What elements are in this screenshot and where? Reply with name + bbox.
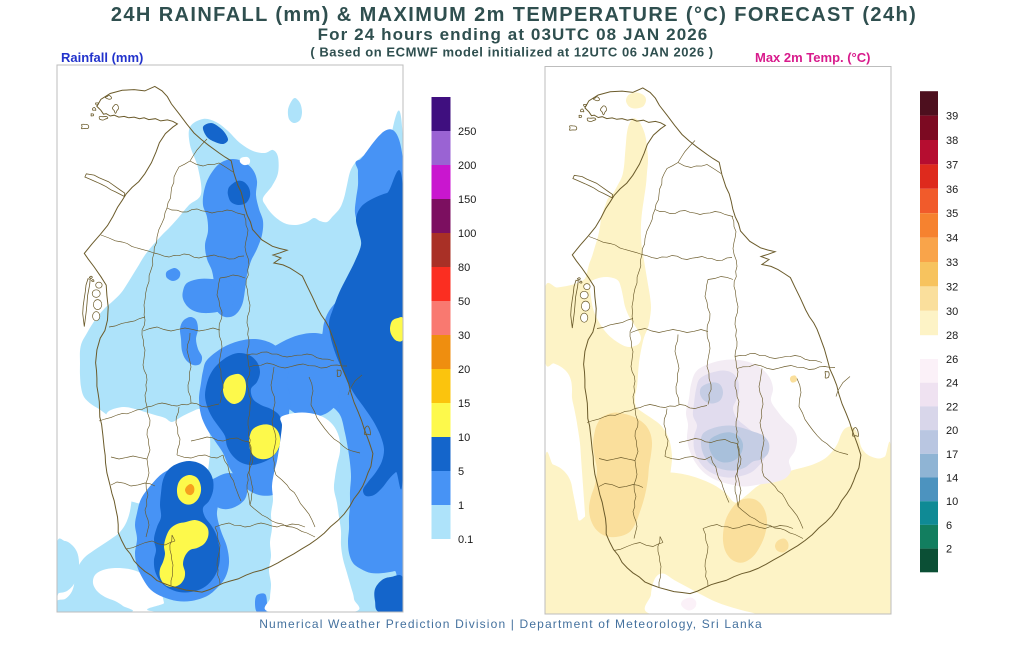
svg-text:Max 2m Temp. (°C): Max 2m Temp. (°C) — [755, 50, 870, 65]
svg-text:20: 20 — [458, 364, 470, 376]
svg-text:20: 20 — [946, 425, 958, 437]
svg-text:150: 150 — [458, 194, 476, 206]
svg-text:1: 1 — [458, 500, 464, 512]
svg-text:5: 5 — [458, 466, 464, 478]
svg-text:22: 22 — [946, 401, 958, 413]
svg-text:Numerical Weather Prediction D: Numerical Weather Prediction Division | … — [259, 617, 763, 631]
svg-text:36: 36 — [946, 184, 958, 196]
svg-text:33: 33 — [946, 257, 958, 269]
svg-text:( Based on ECMWF model initial: ( Based on ECMWF model initialized at 12… — [310, 45, 713, 60]
svg-text:34: 34 — [946, 233, 958, 245]
svg-text:26: 26 — [946, 354, 958, 366]
svg-text:24H RAINFALL (mm) & MAXIMUM 2m: 24H RAINFALL (mm) & MAXIMUM 2m TEMPERATU… — [111, 4, 917, 26]
svg-text:50: 50 — [458, 296, 470, 308]
svg-text:32: 32 — [946, 281, 958, 293]
svg-text:For 24 hours ending at 03UTC 0: For 24 hours ending at 03UTC 08 JAN 2026 — [318, 25, 709, 44]
svg-text:2: 2 — [946, 544, 952, 556]
svg-text:28: 28 — [946, 330, 958, 342]
svg-text:14: 14 — [946, 473, 958, 485]
svg-text:38: 38 — [946, 135, 958, 147]
svg-text:37: 37 — [946, 159, 958, 171]
svg-text:250: 250 — [458, 126, 476, 138]
svg-text:10: 10 — [946, 496, 958, 508]
svg-text:100: 100 — [458, 228, 476, 240]
svg-text:39: 39 — [946, 111, 958, 123]
svg-text:80: 80 — [458, 262, 470, 274]
svg-text:Rainfall (mm): Rainfall (mm) — [61, 50, 143, 65]
svg-text:10: 10 — [458, 432, 470, 444]
svg-text:17: 17 — [946, 449, 958, 461]
svg-text:30: 30 — [946, 306, 958, 318]
svg-text:24: 24 — [946, 378, 958, 390]
svg-text:35: 35 — [946, 208, 958, 220]
svg-text:30: 30 — [458, 330, 470, 342]
svg-text:200: 200 — [458, 160, 476, 172]
svg-text:0.1: 0.1 — [458, 534, 473, 546]
svg-text:6: 6 — [946, 520, 952, 532]
svg-text:15: 15 — [458, 398, 470, 410]
